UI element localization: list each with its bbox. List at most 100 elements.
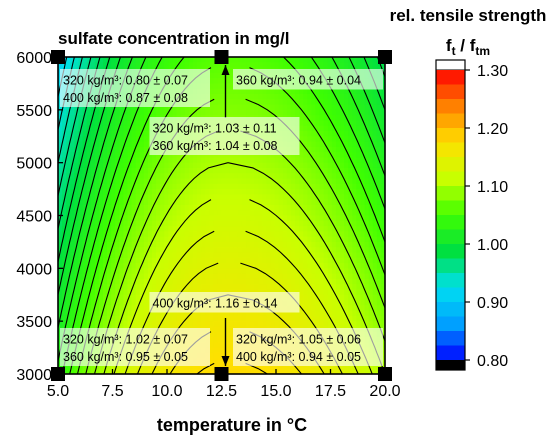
heat-cell (344, 368, 349, 374)
heat-cell (184, 157, 190, 164)
heat-cell (315, 220, 321, 227)
heat-cell (372, 305, 378, 312)
heat-cell (201, 152, 206, 158)
heat-cell (258, 310, 263, 317)
heat-cell (303, 104, 308, 111)
heat-cell (331, 141, 337, 148)
heat-cell (74, 125, 80, 132)
heat-cell (340, 210, 345, 217)
heat-cell (58, 141, 63, 148)
heat-cell (143, 241, 149, 248)
heat-cell (323, 252, 329, 259)
heat-cell (172, 263, 178, 269)
heat-cell (360, 130, 366, 137)
heat-cell (307, 215, 313, 222)
heat-cell (107, 273, 112, 280)
heat-cell (352, 162, 357, 169)
heat-cell (229, 204, 235, 211)
heat-cell (209, 215, 214, 222)
heat-cell (221, 231, 227, 238)
heat-cell (282, 93, 288, 100)
heat-cell (86, 183, 92, 190)
heat-cell (315, 226, 321, 232)
heat-cell (180, 167, 186, 174)
heat-cell (299, 368, 304, 374)
heat-cell (250, 183, 255, 190)
heat-cell (192, 167, 198, 174)
heat-cell (331, 173, 337, 180)
heat-cell (331, 220, 337, 227)
heat-cell (319, 294, 325, 301)
heat-cell (344, 57, 349, 63)
heat-cell (164, 321, 169, 328)
heat-cell (78, 289, 84, 296)
heat-cell (331, 236, 337, 243)
heat-cell (376, 120, 382, 127)
heat-cell (335, 310, 341, 317)
heat-cell (335, 268, 341, 275)
heat-cell (344, 183, 349, 190)
heat-cell (58, 268, 63, 275)
heat-cell (254, 273, 259, 280)
heat-cell (360, 120, 366, 127)
heat-cell (94, 241, 100, 248)
heat-cell (340, 167, 345, 174)
heat-cell (135, 115, 141, 121)
heat-cell (262, 157, 268, 164)
heat-cell (303, 93, 308, 100)
heat-cell (111, 183, 116, 190)
heat-cell (274, 178, 280, 185)
heat-cell (172, 226, 178, 232)
heat-cell (209, 88, 214, 95)
heat-cell (250, 257, 255, 264)
heat-cell (237, 315, 243, 322)
heat-cell (368, 178, 374, 185)
heat-cell (209, 252, 214, 259)
heat-cell (94, 210, 100, 217)
heat-cell (364, 204, 370, 211)
heat-cell (107, 173, 112, 180)
heat-cell (327, 167, 333, 174)
heat-cell (209, 83, 214, 90)
heat-cell (233, 278, 239, 285)
heat-cell (123, 321, 129, 328)
heat-cell (217, 189, 223, 195)
heat-cell (380, 257, 385, 264)
heat-cell (78, 310, 84, 317)
heat-cell (246, 204, 251, 211)
heat-cell (241, 93, 247, 100)
heat-cell (94, 268, 100, 275)
heat-cell (278, 368, 284, 374)
heat-cell (262, 173, 268, 180)
heat-cell (376, 310, 382, 317)
heat-cell (123, 136, 129, 143)
heat-cell (188, 231, 194, 238)
heat-cell (139, 204, 145, 211)
heat-cell (74, 173, 80, 180)
heat-cell (307, 300, 313, 306)
heat-cell (319, 252, 325, 259)
heat-cell (376, 284, 382, 291)
colorbar-swatch (436, 302, 465, 317)
heat-cell (115, 178, 120, 185)
heat-cell (380, 363, 385, 370)
heat-cell (376, 93, 382, 100)
heat-cell (327, 136, 333, 143)
heat-cell (156, 204, 161, 211)
heat-cell (246, 236, 251, 243)
heat-cell (270, 263, 276, 269)
heat-cell (299, 289, 304, 296)
heat-cell (139, 125, 145, 132)
heat-cell (213, 263, 219, 269)
heat-cell (184, 189, 190, 195)
heat-cell (143, 310, 149, 317)
heat-cell (246, 310, 251, 317)
heat-cell (74, 189, 80, 195)
heat-cell (262, 273, 268, 280)
heat-cell (201, 210, 206, 217)
heat-cell (266, 368, 272, 374)
heat-cell (376, 162, 382, 169)
heat-cell (315, 210, 321, 217)
heat-cell (278, 57, 284, 63)
heat-cell (299, 120, 304, 127)
